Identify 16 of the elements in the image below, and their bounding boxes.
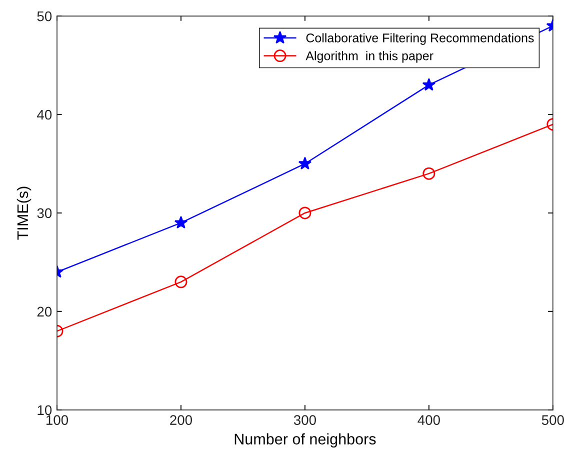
legend-label: Collaborative Filtering Recommendations [306, 33, 534, 45]
point [298, 206, 312, 220]
y-axis-title: TIME(s) [16, 186, 32, 240]
legend-label: Algorithm in this paper [306, 51, 434, 63]
y-tick-label: 20 [37, 306, 52, 317]
x-axis-title: Number of neighbors [234, 433, 376, 448]
y-tick-label: 10 [38, 405, 52, 416]
x-tick-label: 400 [418, 415, 440, 425]
x-tick-label: 200 [170, 415, 192, 425]
y-tick-label: 40 [37, 110, 52, 120]
x-tick-label: 300 [294, 415, 316, 425]
y-tick-label: 30 [37, 208, 52, 218]
x-tick-label: 500 [542, 415, 564, 425]
x-tick-label: 100 [46, 415, 68, 425]
point [298, 156, 312, 170]
y-tick-label: 50 [37, 11, 52, 22]
